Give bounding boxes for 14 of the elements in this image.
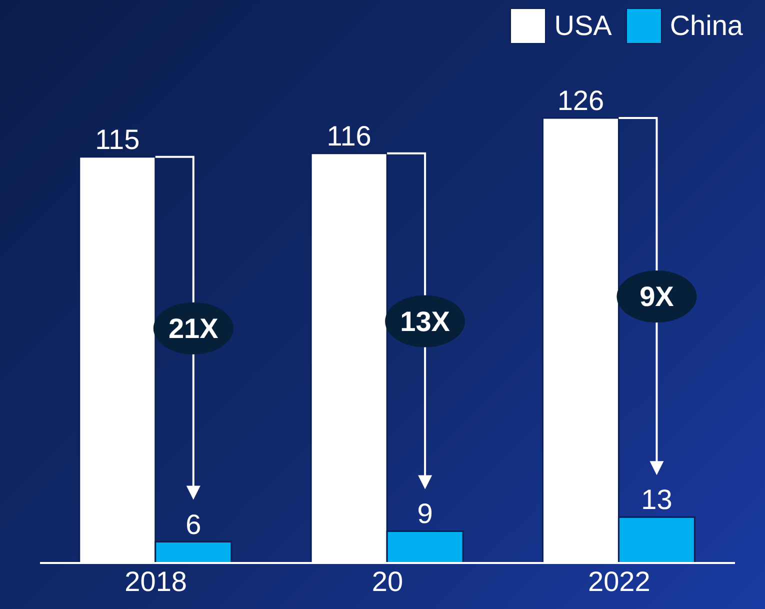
data-label: 115 bbox=[95, 124, 140, 155]
data-label: 116 bbox=[326, 120, 372, 152]
annotation: 21X bbox=[168, 312, 219, 344]
x-tick-label: 20 bbox=[372, 566, 404, 597]
legend-label: China bbox=[670, 10, 743, 42]
x-tick-label: 2022 bbox=[588, 566, 650, 597]
annotation: 9X bbox=[640, 281, 674, 312]
data-label: 6 bbox=[186, 508, 202, 540]
x-tick-label: 2018 bbox=[124, 566, 187, 597]
data-label: 126 bbox=[557, 85, 604, 116]
data-label: 13 bbox=[641, 484, 672, 516]
annotation: 13X bbox=[400, 306, 450, 337]
legend-label: USA bbox=[554, 10, 612, 42]
data-label: 9 bbox=[417, 498, 433, 530]
